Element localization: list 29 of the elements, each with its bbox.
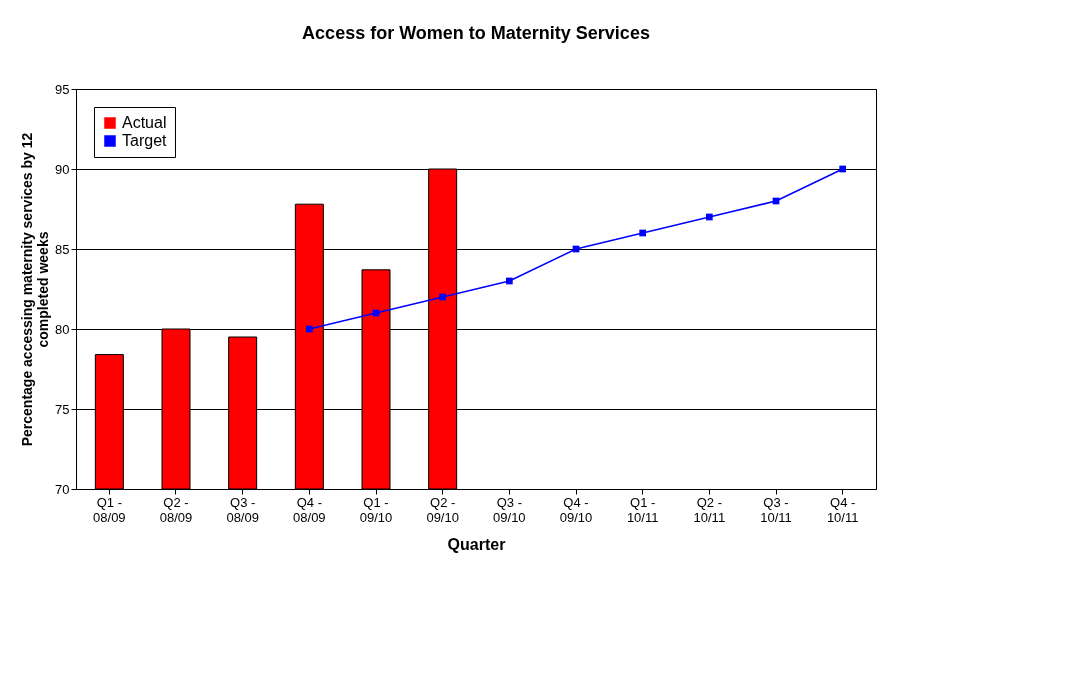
point: [505, 277, 513, 285]
x-tick-label: Q3 - 09/10: [493, 494, 526, 525]
y-tick-label: 85: [55, 241, 70, 257]
x-tick-label: Q3 - 08/09: [226, 494, 259, 525]
chart-title: Access for Women to Maternity Services: [302, 23, 650, 43]
x-tick-label: Q2 - 08/09: [159, 494, 193, 525]
x-tick-label: Q1 - 10/11: [626, 494, 659, 525]
x-tick-label: Q4 - 09/10: [559, 494, 593, 525]
point: [705, 213, 713, 221]
x-tick-label: Q4 - 08/09: [293, 494, 326, 525]
legend-label: Target: [122, 132, 168, 149]
y-tick-label: 70: [55, 481, 70, 497]
x-tick-label: Q1 - 08/09: [93, 494, 126, 525]
x-tick-label: Q4 - 10/11: [826, 494, 859, 525]
x-axis-title: Quarter: [447, 535, 506, 553]
point: [305, 325, 313, 333]
y-tick-label: 75: [55, 401, 70, 417]
point: [639, 229, 647, 237]
x-tick-label: Q2 - 09/10: [426, 494, 459, 525]
y-tick-label: 95: [55, 81, 70, 97]
legend-label: Actual: [122, 114, 167, 131]
y-axis-title: Percentage accessing maternity services by 12 completed weeks: [19, 132, 52, 447]
x-tick-label: Q1 - 09/10: [359, 494, 393, 525]
point: [439, 293, 447, 301]
point: [839, 165, 847, 173]
x-tick-label: Q2 - 10/11: [693, 494, 726, 525]
y-tick-label: 80: [55, 321, 70, 337]
x-tick-label: Q3 - 10/11: [760, 494, 792, 525]
y-tick-label: 90: [55, 161, 70, 177]
